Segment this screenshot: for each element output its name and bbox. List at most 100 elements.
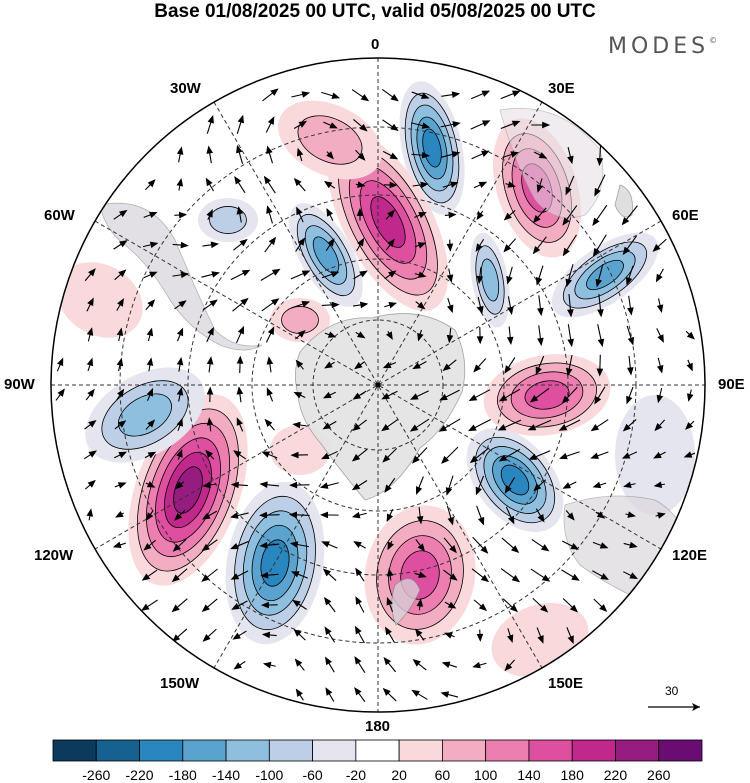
wind-arrow-head xyxy=(417,301,426,310)
wind-arrow-head xyxy=(293,177,302,187)
wind-arrow-head xyxy=(292,599,301,608)
wind-arrow-head xyxy=(656,364,664,374)
wind-arrow-head xyxy=(381,392,390,400)
wind-arrow-head xyxy=(325,687,333,696)
lon-label-180: 180 xyxy=(365,718,391,735)
wind-arrow-head xyxy=(590,424,600,432)
negative-anomaly-contour xyxy=(586,259,624,291)
wind-arrow-head xyxy=(506,275,513,285)
wind-arrow-head xyxy=(141,603,150,611)
colorbar-tick-label: -100 xyxy=(255,767,284,783)
colorbar-swatch xyxy=(571,739,616,762)
wind-arrow-head xyxy=(323,181,333,189)
wind-arrow-head xyxy=(178,300,187,308)
wind-arrow-head xyxy=(538,152,548,159)
wind-arrow-head xyxy=(444,632,453,639)
colorbar-swatch xyxy=(441,739,487,762)
reference-vector-label: 30 xyxy=(665,684,679,698)
wind-arrow-head xyxy=(600,573,609,580)
wind-arrow-head xyxy=(476,633,484,642)
wind-arrow-head xyxy=(359,301,369,309)
wind-arrow-head xyxy=(118,269,127,278)
wind-arrow-head xyxy=(117,298,124,307)
wind-arrow-head xyxy=(446,274,454,283)
wind-arrow-head xyxy=(176,327,184,337)
wind-arrow-head xyxy=(146,481,156,488)
wind-arrow-head xyxy=(597,338,605,348)
wind-arrow-head xyxy=(230,512,239,519)
wind-arrow-head xyxy=(290,451,299,459)
colorbar-tick-label: 180 xyxy=(560,767,584,783)
wind-arrow-head xyxy=(480,545,489,554)
wind-arrow-head xyxy=(359,123,368,132)
wind-arrow-head xyxy=(655,273,663,283)
wind-arrow-head xyxy=(119,240,128,248)
wind-arrow-head xyxy=(412,455,420,464)
wind-arrow-head xyxy=(267,326,275,335)
wind-arrow-head xyxy=(178,211,188,219)
wind-arrow-head xyxy=(149,271,158,278)
wind-arrow-head xyxy=(446,334,454,344)
wind-arrow-head xyxy=(262,661,272,669)
wind-arrow-head xyxy=(629,572,638,579)
wind-arrow-head xyxy=(261,451,271,458)
wind-arrow-head xyxy=(507,306,514,316)
wind-arrow-head xyxy=(117,420,127,428)
wind-arrow-head xyxy=(565,278,572,288)
wind-arrow-head xyxy=(451,151,461,158)
wind-arrow-head xyxy=(117,388,125,398)
wind-arrow-head xyxy=(331,301,340,309)
wind-arrow-head xyxy=(298,120,308,128)
wind-arrow-head xyxy=(535,366,542,376)
wind-arrow-head xyxy=(629,541,638,549)
wind-arrow-head xyxy=(594,187,601,197)
wind-arrow-head xyxy=(387,238,395,248)
wind-arrow-head xyxy=(451,91,461,98)
wind-arrow-head xyxy=(506,336,514,346)
wind-arrow-head xyxy=(417,543,425,552)
wind-arrow-head xyxy=(236,386,244,395)
wind-arrow-head xyxy=(88,420,97,428)
wind-arrow-head xyxy=(507,515,515,525)
wind-arrow-head xyxy=(387,541,394,551)
wind-arrow-head xyxy=(592,481,602,489)
wind-arrow-head xyxy=(596,158,604,167)
wind-arrow-head xyxy=(172,634,181,643)
wind-arrow-head xyxy=(477,516,485,526)
wind-arrow-head xyxy=(475,243,483,252)
wind-arrow-head xyxy=(623,481,632,489)
wind-arrow-head xyxy=(472,661,481,669)
wind-arrow-head xyxy=(388,302,398,309)
wind-arrow-head xyxy=(567,309,574,318)
wind-arrow-head xyxy=(263,175,272,185)
wind-arrow-head xyxy=(480,574,490,583)
wind-arrow-head xyxy=(511,90,521,97)
wind-arrow-head xyxy=(684,421,694,430)
wind-arrow-head xyxy=(452,121,461,128)
wind-arrow-head xyxy=(627,336,635,346)
wind-arrow-head xyxy=(497,424,507,431)
wind-arrow-head xyxy=(320,511,329,519)
wind-arrow-head xyxy=(353,541,362,548)
wind-arrow-head xyxy=(88,268,96,277)
wind-arrow-head xyxy=(297,329,306,338)
wind-arrow-head xyxy=(476,275,484,285)
wind-arrow-head xyxy=(236,206,244,215)
wind-arrow-head xyxy=(562,247,570,257)
wind-arrow-head xyxy=(570,543,580,550)
wind-arrow-head xyxy=(596,511,606,519)
wind-arrow-head xyxy=(237,114,244,124)
wind-arrow-head xyxy=(657,512,666,519)
wind-arrow-head xyxy=(390,123,399,132)
wind-arrow-head xyxy=(621,452,631,459)
wind-arrow-head xyxy=(359,270,368,278)
wind-arrow-head xyxy=(390,94,399,102)
wind-arrow-head xyxy=(683,451,693,458)
wind-arrow-head xyxy=(507,181,516,188)
wind-arrow-head xyxy=(171,574,180,583)
wind-arrow-head xyxy=(295,688,303,697)
wind-arrow-head xyxy=(147,451,157,459)
wind-arrow-head xyxy=(597,309,604,318)
wind-arrow-head xyxy=(510,151,519,158)
wind-arrow-head xyxy=(289,481,298,489)
